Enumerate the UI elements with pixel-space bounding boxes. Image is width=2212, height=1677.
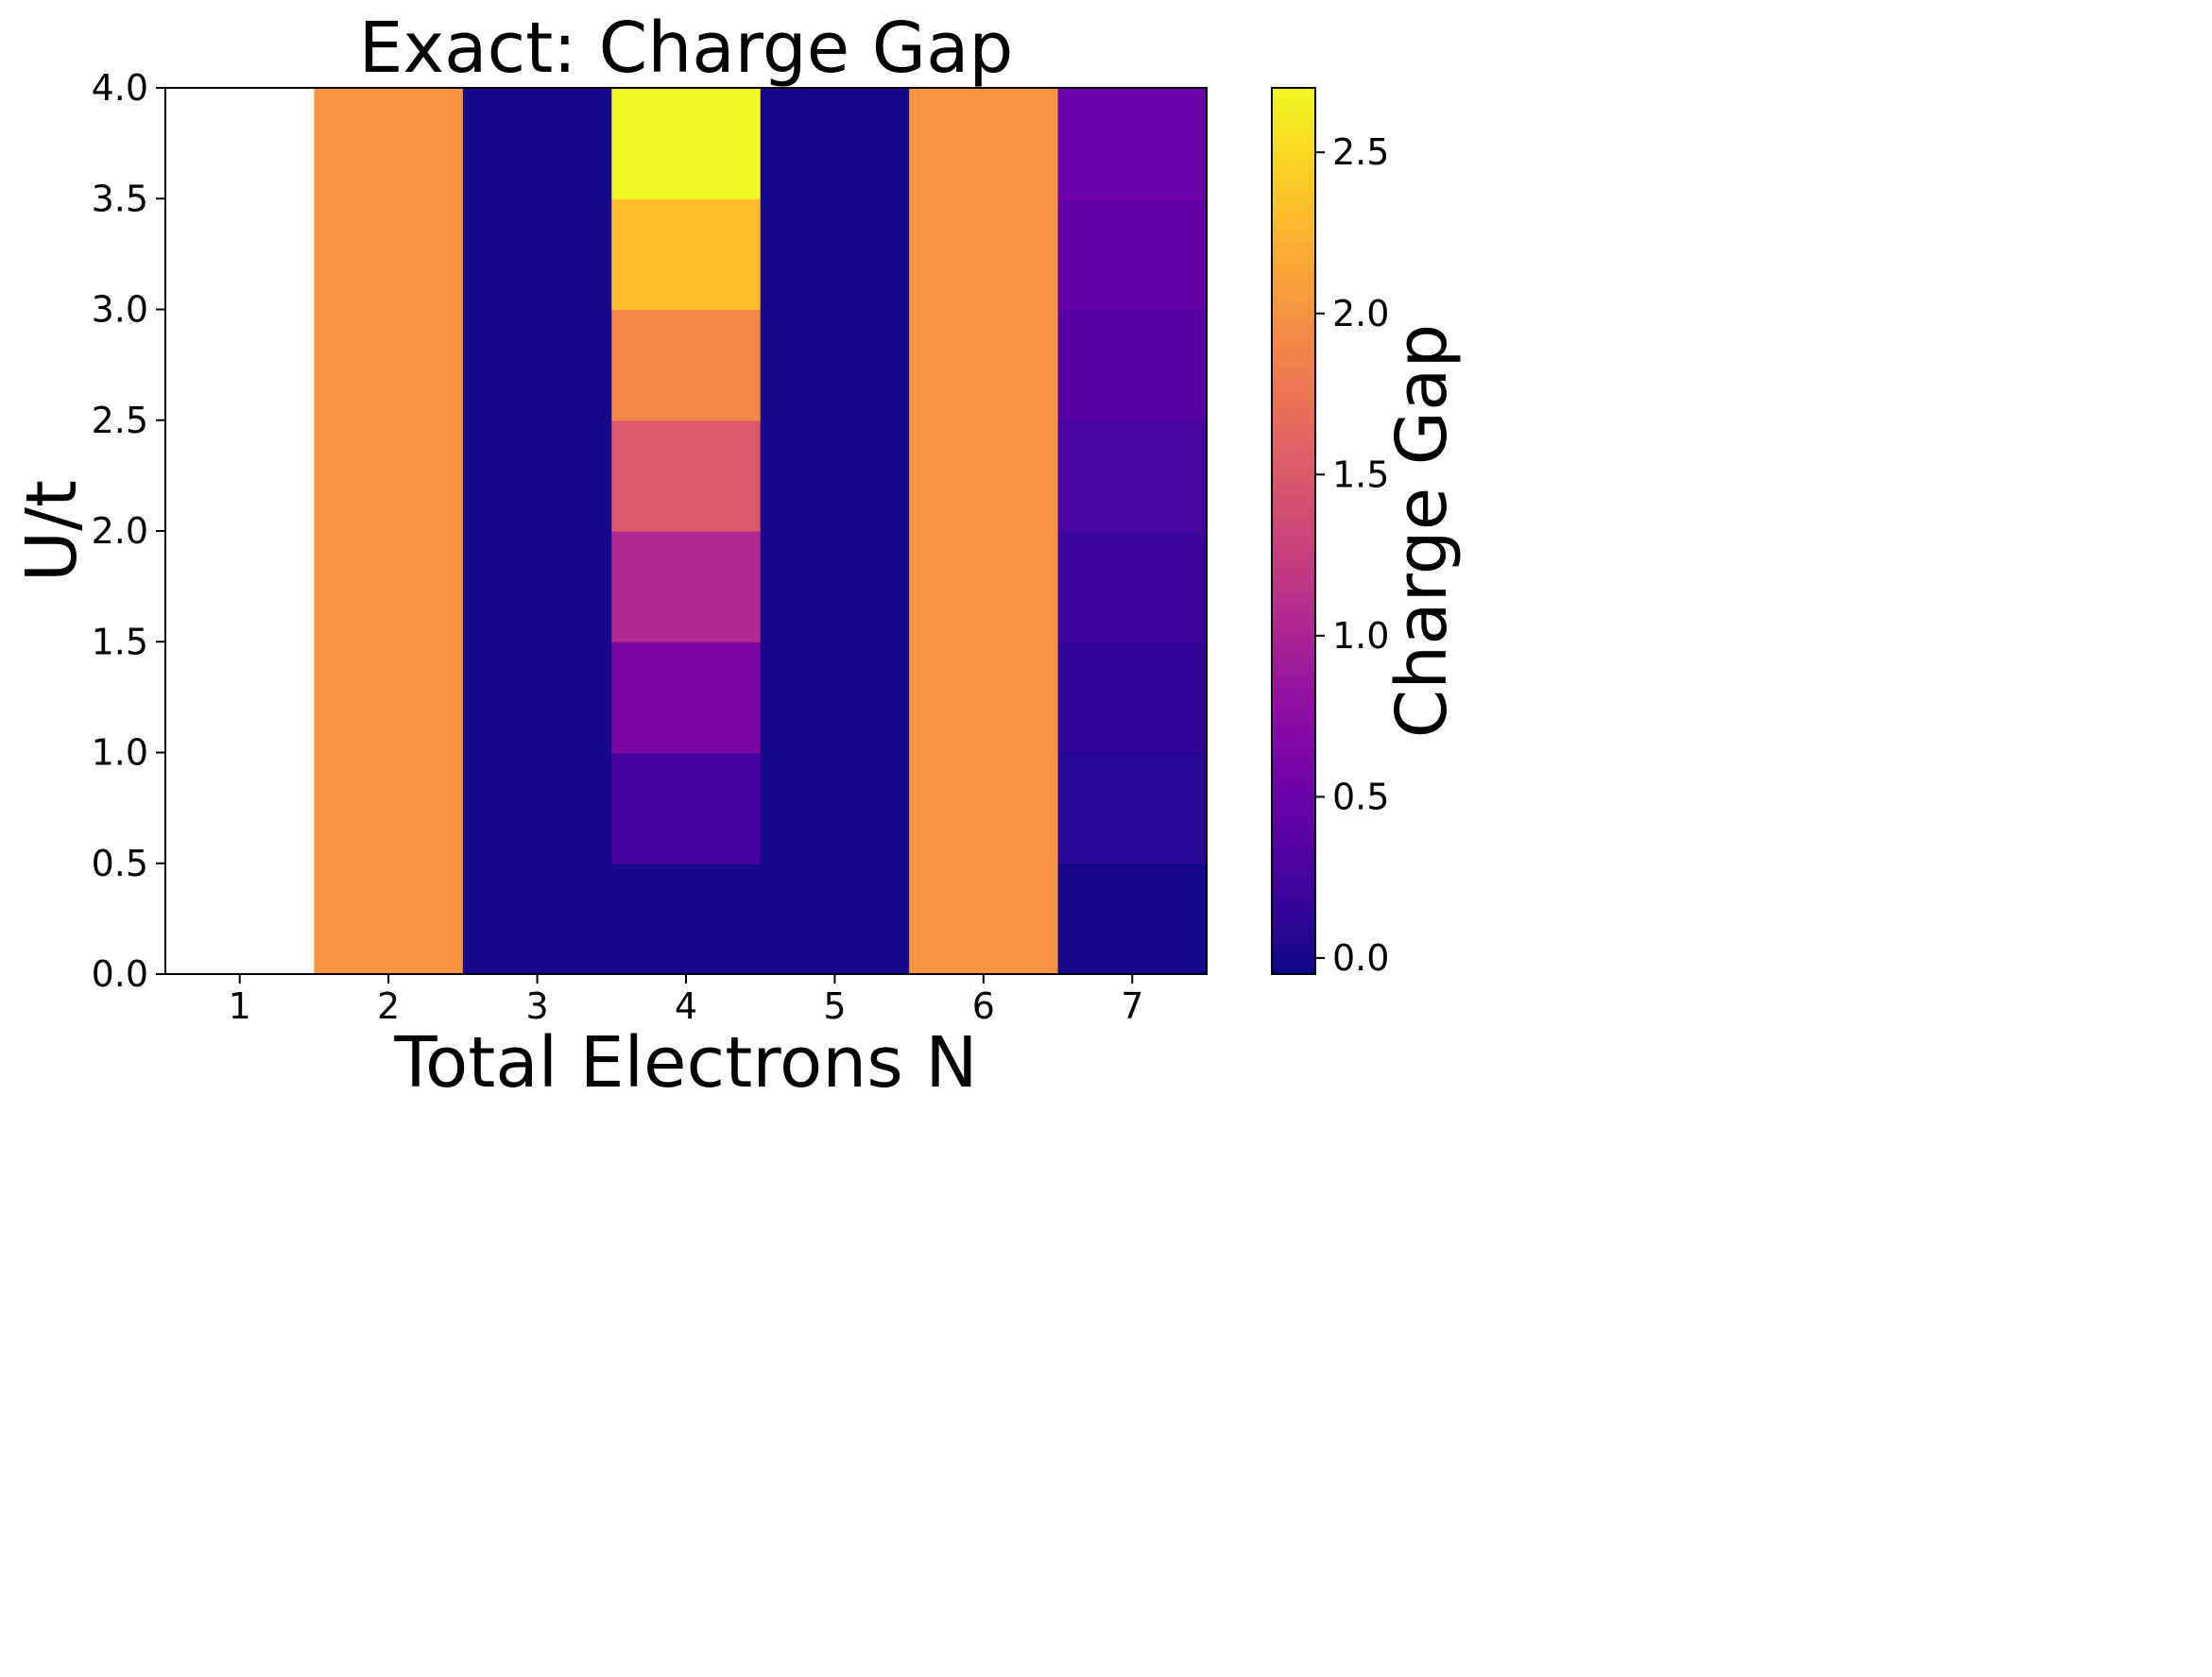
heatmap-cell bbox=[611, 531, 762, 642]
heatmap-cell bbox=[165, 863, 316, 975]
heatmap-cell bbox=[909, 531, 1059, 642]
heatmap-cell bbox=[314, 309, 464, 421]
heatmap-cell bbox=[165, 198, 316, 311]
x-tick-label: 4 bbox=[675, 985, 697, 1027]
heatmap-cell bbox=[1057, 88, 1208, 199]
heatmap-cell bbox=[1057, 309, 1208, 421]
x-tick-label: 3 bbox=[525, 985, 548, 1027]
heatmap-cell bbox=[1057, 198, 1208, 311]
colorbar bbox=[1271, 87, 1316, 975]
heatmap-cell bbox=[462, 863, 612, 975]
heatmap-cell bbox=[165, 309, 316, 421]
heatmap-cell bbox=[760, 88, 910, 199]
x-tick-label: 5 bbox=[823, 985, 846, 1027]
colorbar-tick-label: 0.5 bbox=[1332, 776, 1389, 817]
x-axis-label: Total Electrons N bbox=[393, 1022, 977, 1104]
heatmap-cell bbox=[1057, 531, 1208, 642]
x-tick-label: 2 bbox=[377, 985, 400, 1027]
heatmap-cell bbox=[165, 752, 316, 864]
heatmap-cell bbox=[165, 642, 316, 754]
heatmap-cell bbox=[462, 88, 612, 199]
heatmap-cell bbox=[314, 642, 464, 754]
heatmap-cell bbox=[611, 863, 762, 975]
heatmap-cell bbox=[462, 642, 612, 754]
x-axis-ticks: 1 2 3 4 5 6 7 bbox=[229, 974, 1143, 1027]
colorbar-ticks: 0.0 0.5 1.0 1.5 2.0 2.5 bbox=[1315, 131, 1389, 979]
heatmap-cell bbox=[909, 863, 1059, 975]
heatmap-cell bbox=[1057, 419, 1208, 532]
heatmap-cell bbox=[462, 198, 612, 311]
heatmap-cell bbox=[909, 88, 1059, 199]
heatmap-cell bbox=[611, 642, 762, 754]
colorbar-label: Charge Gap bbox=[1381, 324, 1463, 739]
colorbar-tick-label: 2.0 bbox=[1332, 293, 1389, 334]
heatmap-cell bbox=[314, 419, 464, 532]
heatmap-cell bbox=[314, 88, 464, 199]
colorbar-tick-label: 0.0 bbox=[1332, 937, 1389, 979]
heatmap-cell bbox=[760, 419, 910, 532]
heatmap-cell bbox=[760, 531, 910, 642]
heatmap-cell bbox=[760, 309, 910, 421]
heatmap-cell bbox=[1057, 642, 1208, 754]
heatmap-cell bbox=[314, 863, 464, 975]
y-tick-label: 3.0 bbox=[92, 289, 148, 331]
heatmap-cell bbox=[760, 863, 910, 975]
heatmap-cell bbox=[165, 419, 316, 532]
heatmap-cell bbox=[909, 309, 1059, 421]
heatmap-cell bbox=[909, 642, 1059, 754]
heatmap-cell bbox=[909, 419, 1059, 532]
x-tick-label: 1 bbox=[229, 985, 251, 1027]
y-tick-label: 4.0 bbox=[92, 67, 148, 109]
y-tick-label: 1.0 bbox=[92, 732, 148, 774]
heatmap-cell bbox=[314, 531, 464, 642]
colorbar-tick-label: 1.0 bbox=[1332, 615, 1389, 657]
colorbar-tick-label: 2.5 bbox=[1332, 131, 1389, 173]
heatmap-cell bbox=[611, 752, 762, 864]
heatmap-cell bbox=[1057, 863, 1208, 975]
heatmap-cell bbox=[760, 642, 910, 754]
x-tick-label: 7 bbox=[1121, 985, 1143, 1027]
heatmap-cell bbox=[909, 752, 1059, 864]
heatmap-cell bbox=[314, 198, 464, 311]
colorbar-tick-label: 1.5 bbox=[1332, 453, 1389, 495]
heatmap-cell bbox=[462, 309, 612, 421]
heatmap-cell bbox=[611, 88, 762, 199]
y-tick-label: 3.5 bbox=[92, 178, 148, 219]
heatmap-cell bbox=[462, 531, 612, 642]
heatmap-cell bbox=[611, 419, 762, 532]
heatmap-cell bbox=[909, 198, 1059, 311]
heatmap-cell bbox=[611, 309, 762, 421]
heatmap-cell bbox=[1057, 752, 1208, 864]
y-axis-ticks: 0.0 0.5 1.0 1.5 2.0 2.5 3.0 3.5 4.0 bbox=[92, 67, 165, 995]
heatmap-cells bbox=[165, 88, 1208, 975]
y-tick-label: 0.5 bbox=[92, 843, 148, 884]
heatmap-cell bbox=[611, 198, 762, 311]
heatmap-cell bbox=[462, 752, 612, 864]
y-tick-label: 0.0 bbox=[92, 953, 148, 995]
heatmap-cell bbox=[314, 752, 464, 864]
heatmap-cell bbox=[165, 88, 316, 199]
heatmap-cell bbox=[760, 198, 910, 311]
y-tick-label: 2.5 bbox=[92, 400, 148, 441]
heatmap-cell bbox=[462, 419, 612, 532]
x-tick-label: 6 bbox=[972, 985, 995, 1027]
y-tick-label: 2.0 bbox=[92, 510, 148, 552]
y-axis-label: U/t bbox=[11, 480, 93, 582]
heatmap-cell bbox=[760, 752, 910, 864]
y-tick-label: 1.5 bbox=[92, 621, 148, 662]
heatmap-cell bbox=[165, 531, 316, 642]
chart-title: Exact: Charge Gap bbox=[359, 8, 1014, 89]
